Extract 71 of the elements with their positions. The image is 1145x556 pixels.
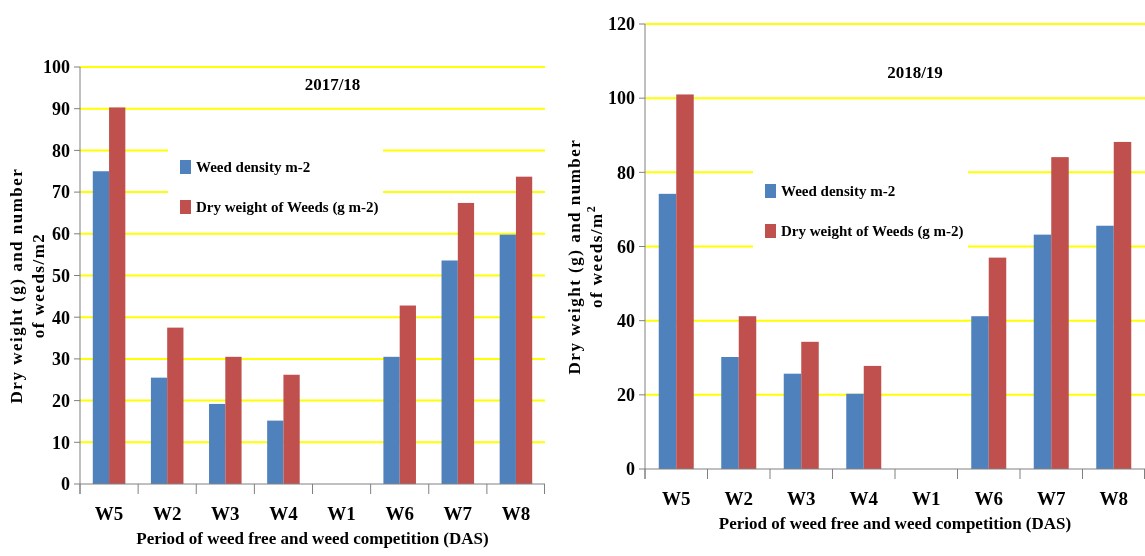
x-axis-title: Period of weed free and weed competition (DAS) <box>718 514 1072 533</box>
x-tick-label: W1 <box>912 488 941 509</box>
bar <box>515 176 533 484</box>
bar <box>1096 225 1114 469</box>
legend-label: Dry weight of Weeds (g m-2) <box>196 199 379 216</box>
bar <box>971 316 989 469</box>
bar <box>167 327 184 484</box>
bar <box>676 94 694 469</box>
y-tick-label: 60 <box>52 224 70 245</box>
bar <box>441 260 458 484</box>
legend-label: Weed density m-2 <box>196 159 311 175</box>
bar <box>499 234 516 484</box>
bar <box>1113 141 1132 469</box>
y-tick-label: 60 <box>617 236 635 257</box>
bar <box>658 193 677 469</box>
bar <box>399 305 416 484</box>
y-tick-label: 10 <box>52 432 70 453</box>
bar <box>150 377 168 484</box>
y-tick-label: 80 <box>52 140 70 161</box>
x-tick-label: W7 <box>1037 488 1066 509</box>
bar <box>1051 157 1069 469</box>
legend-label: Dry weight of Weeds (g m-2) <box>781 223 964 240</box>
y-tick-label: 100 <box>43 57 70 78</box>
y-tick-label: 0 <box>626 459 635 480</box>
bar <box>721 357 739 469</box>
y-tick-label: 70 <box>52 182 70 203</box>
y-tick-label: 20 <box>52 390 70 411</box>
y-tick-label: 100 <box>608 88 635 109</box>
y-axis-title: Dry weight (g) and number of weeds/m2 <box>7 167 48 404</box>
bar <box>457 202 475 484</box>
bar <box>92 171 110 484</box>
x-tick-label: W3 <box>787 488 816 509</box>
x-tick-label: W2 <box>152 503 182 524</box>
x-tick-label: W2 <box>724 488 753 509</box>
text: 2017/18 <box>304 75 361 94</box>
legend-label: Weed density m-2 <box>781 183 896 199</box>
bar <box>109 107 126 484</box>
y-tick-label: 40 <box>617 310 635 331</box>
x-tick-label: W8 <box>501 503 531 524</box>
x-tick-label: W8 <box>1099 488 1128 509</box>
x-axis-title: Period of weed free and weed competition (DAS) <box>136 529 489 548</box>
bar <box>801 341 819 469</box>
x-tick-label: W4 <box>849 488 879 509</box>
bar <box>383 356 400 484</box>
bar <box>283 374 300 484</box>
y-tick-label: 90 <box>52 99 70 119</box>
x-tick-label: W1 <box>327 503 356 524</box>
y-tick-label: 0 <box>61 474 70 495</box>
y-tick-label: 120 <box>608 14 635 35</box>
x-tick-label: W5 <box>662 488 691 509</box>
y-tick-label: 50 <box>52 265 70 286</box>
bar <box>225 356 242 484</box>
y-tick-label: 30 <box>52 349 70 370</box>
x-tick-label: W6 <box>385 503 414 524</box>
y-tick-label: 20 <box>617 385 635 406</box>
y-tick-label: 80 <box>617 162 635 183</box>
bar <box>267 420 284 484</box>
bar <box>863 365 882 469</box>
x-tick-label: W7 <box>443 503 473 524</box>
bar <box>738 316 757 469</box>
bar <box>783 373 802 469</box>
text: 2018/19 <box>887 63 943 82</box>
bar <box>988 257 1007 469</box>
bar <box>846 393 864 469</box>
bar <box>1033 234 1052 469</box>
x-tick-label: W6 <box>974 488 1003 509</box>
x-tick-label: W5 <box>94 503 124 524</box>
bar <box>209 403 226 484</box>
x-tick-label: W4 <box>269 503 299 524</box>
x-tick-label: W3 <box>211 503 240 524</box>
y-tick-label: 40 <box>52 307 70 328</box>
